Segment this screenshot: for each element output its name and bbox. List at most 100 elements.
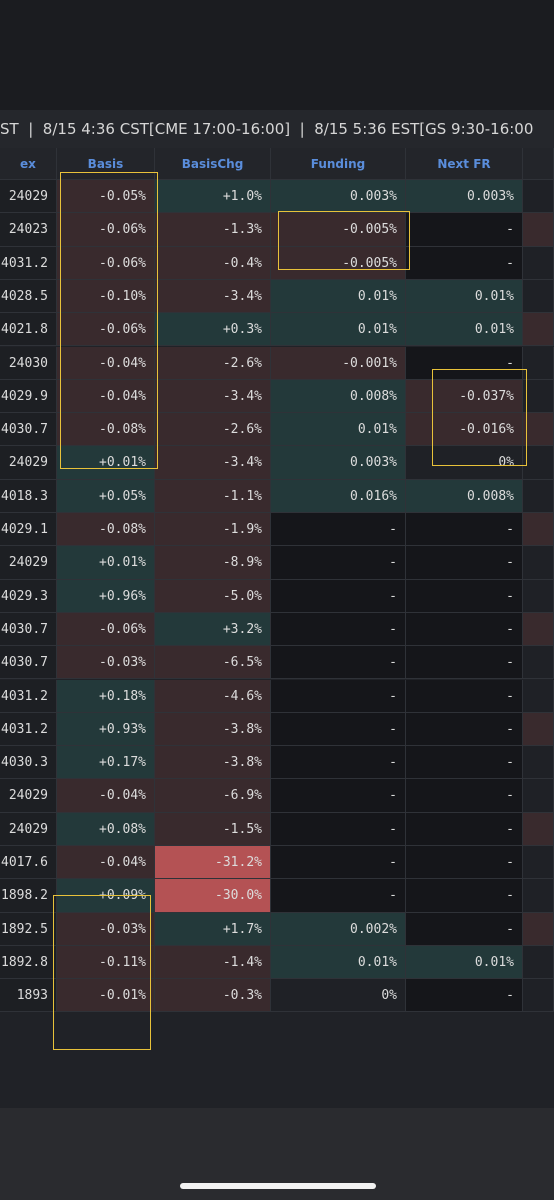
table-cell: - [406, 746, 523, 780]
column-header: Next FR [406, 148, 523, 180]
table-cell: - [406, 346, 523, 380]
table-cell: - [271, 612, 406, 647]
table-cell: - [271, 712, 406, 747]
table-cell: -0.08% [57, 513, 155, 547]
table-cell: +0.93% [57, 712, 155, 747]
table-cell: -0.016% [406, 413, 523, 447]
table-cell: -8.9% [155, 546, 271, 580]
table-cell: -1.4% [155, 945, 271, 980]
table-cell [523, 679, 554, 713]
table-cell: 0% [406, 446, 523, 480]
table-cell: - [406, 879, 523, 913]
table-cell [523, 180, 554, 214]
table-cell: -6.9% [155, 779, 271, 813]
table-cell: 0.01% [271, 313, 406, 347]
table-cell: -1.5% [155, 812, 271, 846]
home-indicator[interactable] [180, 1183, 376, 1189]
table-cell: +0.01% [57, 546, 155, 580]
table-cell: +0.96% [57, 579, 155, 613]
table-cell: - [406, 546, 523, 580]
table-cell: -0.11% [57, 945, 155, 980]
table-cell [523, 379, 554, 414]
table-cell: 0.002% [271, 912, 406, 946]
table-cell [523, 712, 554, 747]
table-cell: - [406, 779, 523, 813]
table-cell [523, 213, 554, 247]
session-bar: ST | 8/15 4:36 CST[CME 17:00-16:00] | 8/… [0, 110, 554, 148]
table-cell: 0.01% [406, 945, 523, 980]
table-cell: 4021.8 [0, 313, 57, 347]
table-cell: - [406, 812, 523, 846]
table-cell: - [271, 646, 406, 680]
table-cell: 1898.2 [0, 879, 57, 913]
table-cell: 0.01% [271, 413, 406, 447]
table-cell: -0.005% [271, 213, 406, 247]
table-cell: 4031.2 [0, 679, 57, 713]
table-cell: -30.0% [155, 879, 271, 913]
table-cell: - [406, 513, 523, 547]
table-cell: -3.8% [155, 712, 271, 747]
table-cell: 0.01% [271, 279, 406, 314]
table-cell: 0% [271, 979, 406, 1013]
table-cell: 4030.7 [0, 413, 57, 447]
table-cell: +0.17% [57, 746, 155, 780]
table-cell: -1.3% [155, 213, 271, 247]
table-cell: +0.18% [57, 679, 155, 713]
highlight-box [278, 211, 410, 270]
table-cell: - [406, 846, 523, 880]
table-cell: -0.04% [57, 779, 155, 813]
table-cell: -3.4% [155, 279, 271, 314]
table-cell: -0.04% [57, 379, 155, 414]
table-cell: 24029 [0, 779, 57, 813]
table-cell [523, 945, 554, 980]
table-cell [523, 746, 554, 780]
column-header: Basis [57, 148, 155, 180]
table-cell: -0.001% [271, 346, 406, 380]
table-cell: - [271, 746, 406, 780]
table-cell: - [406, 213, 523, 247]
table-cell [523, 546, 554, 580]
highlight-box [53, 895, 151, 1050]
table-cell [523, 279, 554, 314]
table-cell: -1.1% [155, 479, 271, 513]
table-cell [523, 413, 554, 447]
table-cell [523, 446, 554, 480]
table-cell [523, 579, 554, 613]
table-cell: 0.003% [271, 180, 406, 214]
table-cell: 4030.3 [0, 746, 57, 780]
table-cell: - [271, 779, 406, 813]
table-cell: 4030.7 [0, 646, 57, 680]
table-cell: +0.01% [57, 446, 155, 480]
table-cell: 0.003% [406, 180, 523, 214]
table-cell: 0.003% [271, 446, 406, 480]
table-cell: -3.8% [155, 746, 271, 780]
table-cell: 24029 [0, 180, 57, 214]
table-cell: -0.03% [57, 912, 155, 946]
table-cell: 0.008% [271, 379, 406, 414]
table-cell: - [271, 513, 406, 547]
table-cell: -0.08% [57, 413, 155, 447]
table-cell: -31.2% [155, 846, 271, 880]
table-cell: 0.01% [406, 313, 523, 347]
table-cell: -1.9% [155, 513, 271, 547]
table-cell [523, 879, 554, 913]
table-cell: 4029.1 [0, 513, 57, 547]
table-cell: -0.01% [57, 979, 155, 1013]
table-cell: - [271, 879, 406, 913]
table-cell [523, 912, 554, 946]
table-cell [523, 612, 554, 647]
table-cell: +1.0% [155, 180, 271, 214]
table-cell: -2.6% [155, 346, 271, 380]
table-cell: - [271, 812, 406, 846]
table-cell: - [406, 679, 523, 713]
table-cell: -4.6% [155, 679, 271, 713]
column-header: BasisChg [155, 148, 271, 180]
table-cell: 1892.8 [0, 945, 57, 980]
table-cell: -0.03% [57, 646, 155, 680]
column-header [523, 148, 554, 180]
table-cell: 24030 [0, 346, 57, 380]
table-cell: +0.08% [57, 812, 155, 846]
table-cell: - [271, 846, 406, 880]
table-cell [523, 513, 554, 547]
